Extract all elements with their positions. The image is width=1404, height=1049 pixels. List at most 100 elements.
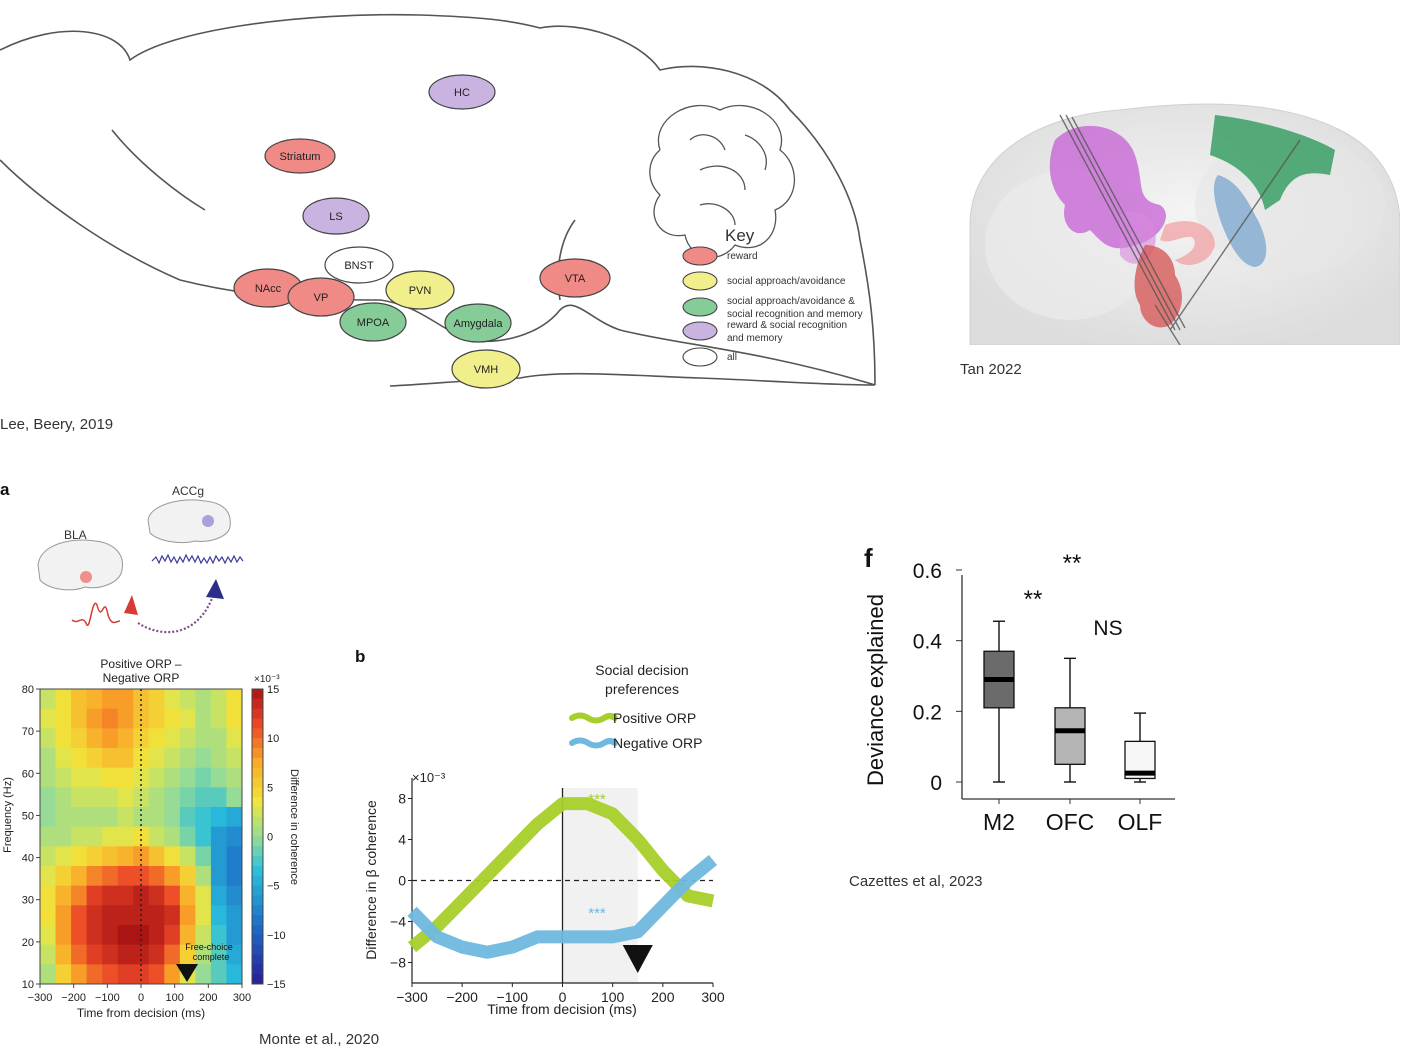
region-pvn [385, 270, 455, 310]
heatmap-cell [133, 748, 150, 769]
colorbar-segment [252, 718, 263, 729]
colorbar-segment [252, 708, 263, 719]
heatmap-cell [71, 925, 88, 946]
y-tick-label: 4 [398, 832, 406, 848]
heatmap-cell [195, 885, 212, 906]
colorbar-segment [252, 807, 263, 818]
heatmap-cell [226, 748, 243, 769]
heatmap-cell [102, 728, 119, 749]
colorbar-segment [252, 689, 263, 700]
accg-dot [202, 515, 214, 527]
heatmap-cell [55, 689, 72, 710]
x-tick-label: 300 [233, 992, 251, 1004]
line-ylabel: Difference in β coherence [363, 800, 379, 960]
heatmap-cell [86, 944, 103, 965]
heatmap-cell [195, 748, 212, 769]
region-label: VP [314, 292, 329, 304]
x-tick-label: −100 [95, 992, 120, 1004]
heatmap-cell [210, 846, 227, 867]
heatmap-cell [195, 925, 212, 946]
heatmap-cell [117, 885, 134, 906]
heatmap-cell [226, 787, 243, 808]
region-layer: HC Striatum LS BNST NAcc VP PVN MPOA Amygdala VTA… [233, 74, 611, 389]
region-label: NAcc [255, 283, 282, 295]
y-tick-label: 30 [22, 895, 34, 907]
colorbar-tick-label: 15 [267, 684, 279, 696]
heatmap-cell [226, 807, 243, 828]
heatmap-cell [148, 964, 165, 985]
colorbar-segment [252, 777, 263, 788]
heatmap-cell [179, 866, 196, 887]
caption-lee-beery: Lee, Beery, 2019 [0, 416, 114, 433]
y-tick-label: 50 [22, 810, 34, 822]
x-tick-label: 300 [701, 989, 725, 1005]
heatmap-cell [55, 787, 72, 808]
heatmap-cell [117, 748, 134, 769]
line-sig-positive: *** [588, 791, 606, 808]
heatmap-cell [179, 708, 196, 729]
heatmap-cell [164, 787, 181, 808]
heatmap-cell [133, 807, 150, 828]
heatmap-cell [133, 708, 150, 729]
colorbar-segment [252, 964, 263, 975]
heatmap-cell [164, 748, 181, 769]
heatmap-cell [55, 728, 72, 749]
heatmap-cell [195, 767, 212, 788]
heatmap-cell [195, 826, 212, 847]
key-swatch [682, 271, 718, 291]
region-label: VTA [565, 273, 586, 285]
heatmap-cell [71, 767, 88, 788]
y-tick-label: 80 [22, 684, 34, 696]
key-label: all [727, 352, 737, 363]
region-vta [539, 258, 611, 298]
heatmap-cell [55, 905, 72, 926]
heatmap-cell [164, 944, 181, 965]
sig-ofc-olf: NS [1093, 617, 1122, 640]
colorbar-segment [252, 846, 263, 857]
heatmap-cell [102, 964, 119, 985]
heatmap-cell [55, 708, 72, 729]
colorbar-segment [252, 797, 263, 808]
heatmap-cell [148, 807, 165, 828]
heatmap-cell [226, 826, 243, 847]
heatmap-cell [86, 866, 103, 887]
deviance-boxplot: f Deviance explained ** ** NS 0 0.2 0.4 0.6… [863, 543, 1175, 835]
heatmap-cell [226, 964, 243, 985]
heatmap-cell [195, 866, 212, 887]
heatmap-cell [210, 748, 227, 769]
colorbar-segment [252, 787, 263, 798]
y-tick-label: 8 [398, 791, 406, 807]
heatmap-cell [71, 708, 88, 729]
heatmap-cell [102, 846, 119, 867]
heatmap-cell [55, 964, 72, 985]
heatmap-cells [40, 689, 243, 985]
colorbar-label: Difference in coherence [288, 769, 300, 885]
heatmap-cell [179, 748, 196, 769]
heatmap-cell [117, 767, 134, 788]
heatmap-cell [164, 826, 181, 847]
region-vp [287, 277, 355, 317]
heatmap-cell [210, 708, 227, 729]
colorbar-segment [252, 866, 263, 877]
heatmap-cell [117, 846, 134, 867]
heatmap-cell [226, 866, 243, 887]
box-ofc [1054, 707, 1086, 765]
heatmap-title-line2: Negative ORP [103, 671, 180, 685]
heatmap-cell [164, 767, 181, 788]
heatmap-cell [148, 728, 165, 749]
heatmap-cell [86, 964, 103, 985]
region-label: Amygdala [454, 318, 504, 330]
y-tick-label: 0.4 [913, 631, 943, 654]
bla-signal [71, 602, 121, 627]
colorbar-tick-label: −5 [267, 881, 280, 893]
coherence-line-chart: b Social decision preferences Positive O… [355, 647, 725, 1017]
heatmap-cell [71, 964, 88, 985]
heatmap-cell [179, 905, 196, 926]
colorbar-segment [252, 816, 263, 828]
line-plot: 8 4 0 −4 −8 −300 −200 −100 0 100 200 300 [390, 778, 725, 1005]
line-xlabel: Time from decision (ms) [487, 1001, 637, 1017]
heatmap-cell [117, 866, 134, 887]
x-tick-label: −300 [396, 989, 428, 1005]
heatmap-cell [148, 846, 165, 867]
heatmap-cell [195, 728, 212, 749]
